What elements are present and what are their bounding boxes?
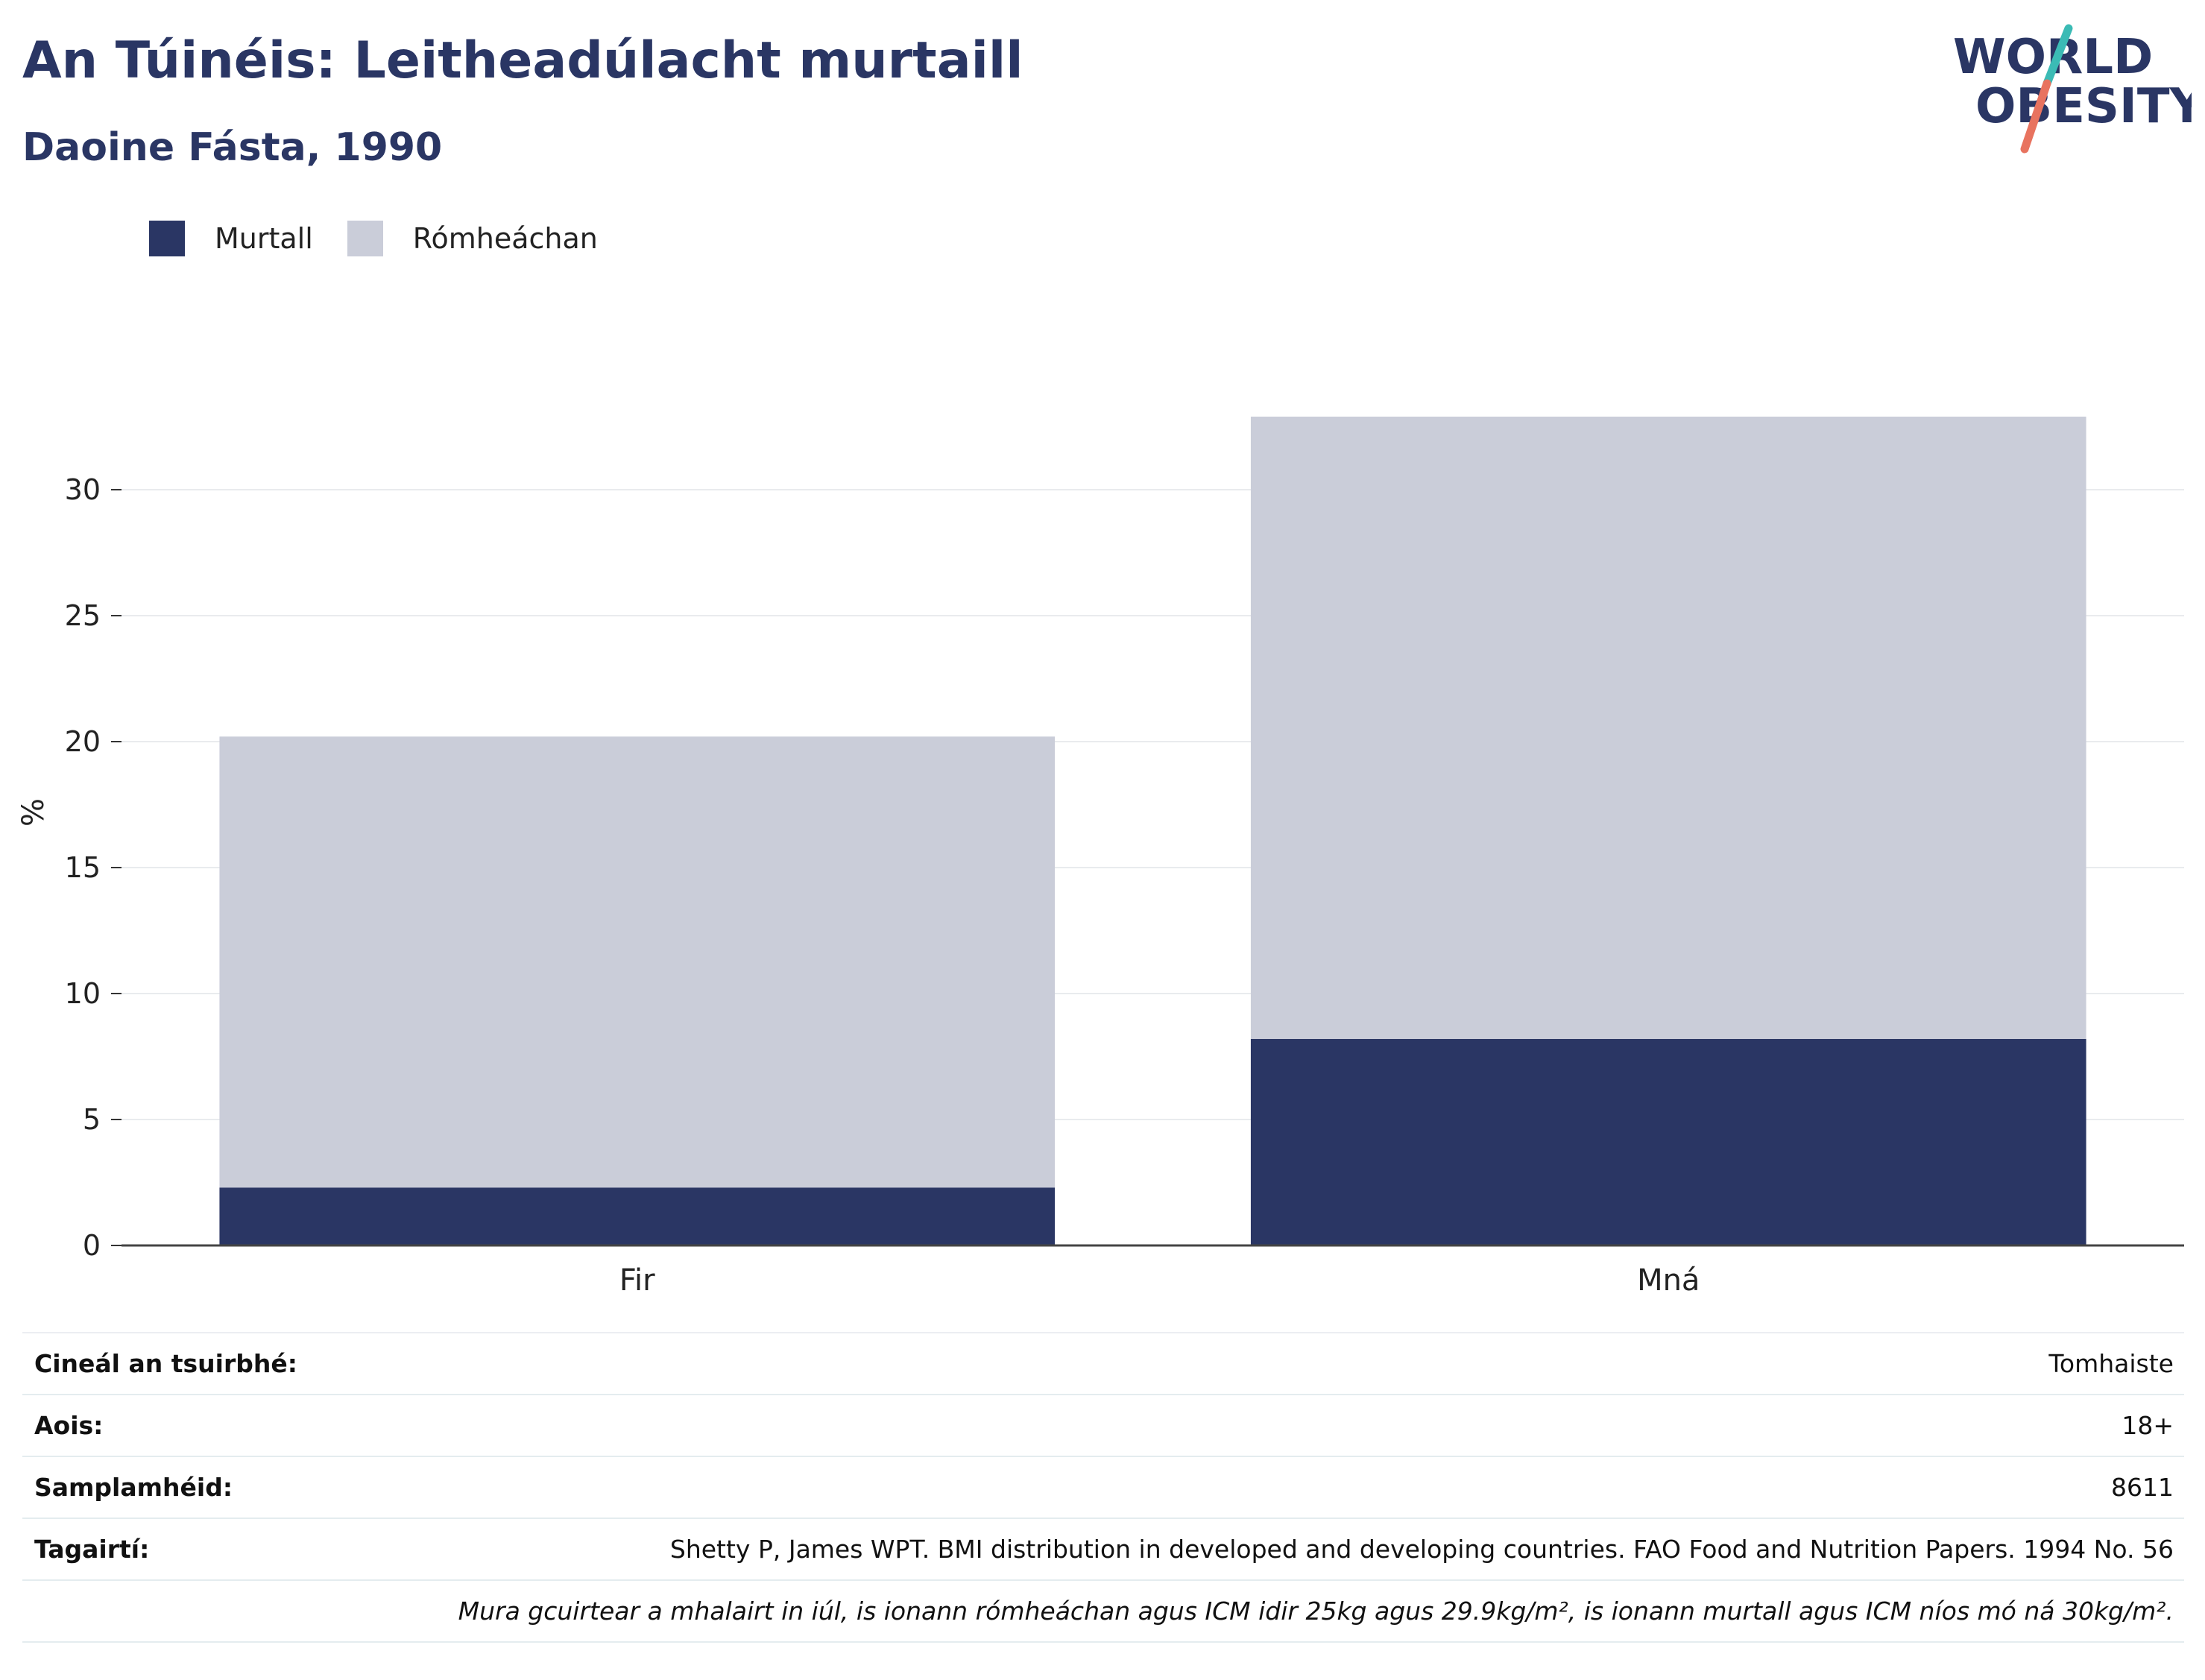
logo-slash-bottom [2020, 79, 2051, 154]
info-value: Shetty P, James WPT. BMI distribution in… [669, 1535, 2174, 1564]
chart-subtitle: Daoine Fásta, 1990 [22, 125, 443, 170]
y-tick-label: 20 [65, 725, 101, 758]
chart-legend: Murtall Rómheáchan [149, 221, 632, 256]
definition-note: Mura gcuirtear a mhalairt in iúl, is ion… [458, 1597, 2174, 1626]
info-row-age: Aois: 18+ [22, 1395, 2184, 1457]
bar-overweight-0 [219, 736, 1056, 1188]
y-tick-label: 15 [65, 851, 101, 884]
info-row-sample-size: Samplamhéid: 8611 [22, 1457, 2184, 1519]
y-tick-label: 5 [83, 1103, 101, 1136]
bar-obesity-1 [1250, 1038, 2086, 1245]
world-obesity-logo: WORLD OBESITY [1953, 24, 2192, 154]
x-tick-label: Fir [619, 1263, 655, 1298]
bar-obesity-0 [219, 1187, 1056, 1245]
legend-item-obesity[interactable]: Murtall [149, 221, 313, 256]
y-tick-label: 0 [83, 1229, 101, 1262]
legend-swatch-obesity [149, 221, 185, 256]
info-value: 8611 [2111, 1473, 2174, 1502]
info-row-references: Tagairtí: Shetty P, James WPT. BMI distr… [22, 1519, 2184, 1581]
legend-label-obesity: Murtall [215, 222, 313, 255]
bar-overweight-1 [1250, 416, 2086, 1039]
y-axis-label: % [16, 798, 51, 827]
info-key: Tagairtí: [34, 1535, 150, 1564]
survey-info-table: Cineál an tsuirbhé: Tomhaiste Aois: 18+ … [22, 1332, 2184, 1643]
legend-label-overweight: Rómheáchan [412, 222, 598, 255]
logo-text-obesity: OBESITY [1975, 79, 2192, 134]
y-tick-label: 25 [65, 599, 101, 632]
y-tick-label: 30 [65, 473, 101, 506]
y-tick-label: 10 [65, 977, 101, 1010]
legend-item-overweight[interactable]: Rómheáchan [347, 221, 598, 256]
logo-slash-top [2042, 24, 2073, 88]
info-row-note: Mura gcuirtear a mhalairt in iúl, is ion… [22, 1581, 2184, 1643]
info-key: Cineál an tsuirbhé: [34, 1349, 297, 1378]
bar-chart: 0 5 10 15 20 25 30% Fir Mná [16, 416, 2184, 1298]
x-tick-label: Mná [1637, 1263, 1700, 1298]
chart-title: An Túinéis: Leitheadúlacht murtaill [22, 31, 1023, 90]
legend-swatch-overweight [347, 221, 383, 256]
info-value: Tomhaiste [2048, 1349, 2174, 1378]
info-key: Aois: [34, 1411, 104, 1440]
info-key: Samplamhéid: [34, 1473, 233, 1502]
info-row-survey-type: Cineál an tsuirbhé: Tomhaiste [22, 1333, 2184, 1395]
info-value: 18+ [2122, 1411, 2174, 1440]
